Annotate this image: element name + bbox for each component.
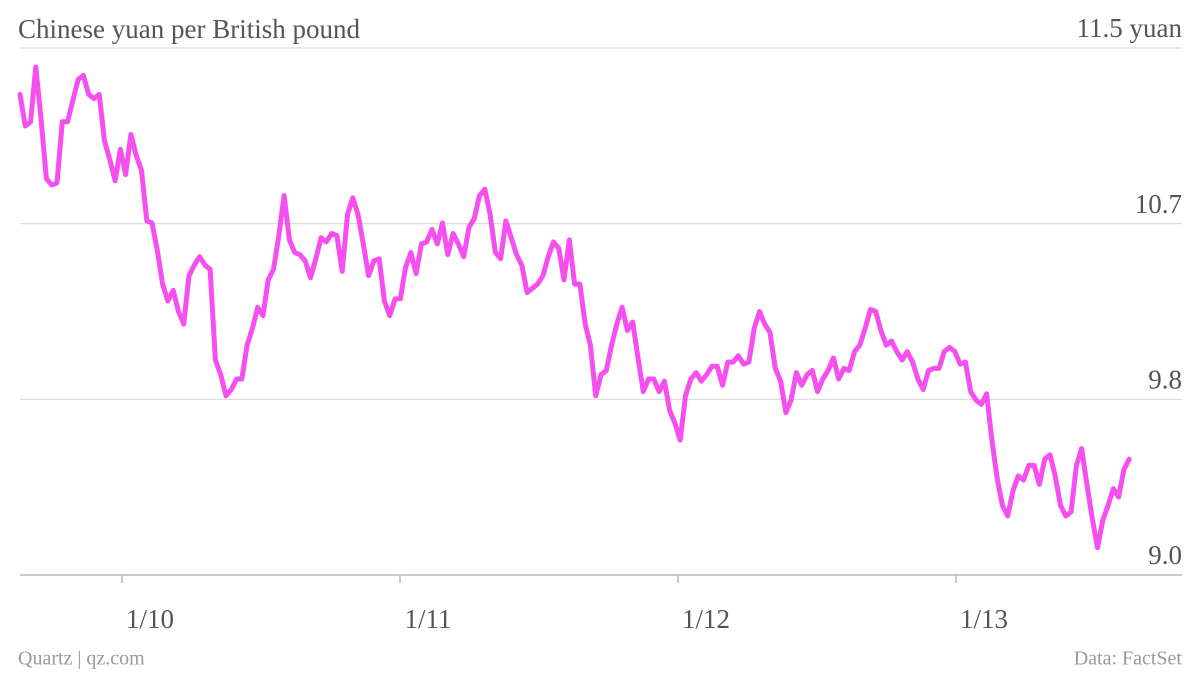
y-tick-label: 9.0	[1148, 540, 1182, 570]
x-tick-label: 1/13	[960, 604, 1008, 634]
chart-title: Chinese yuan per British pound	[18, 14, 360, 44]
y-tick-label: 10.7	[1135, 189, 1182, 219]
credit: Quartz | qz.com	[18, 648, 145, 670]
y-tick-label: 9.8	[1148, 365, 1182, 395]
y-tick-label: 11.5 yuan	[1077, 13, 1183, 43]
line	[17, 64, 1132, 551]
source: Data: FactSet	[1074, 648, 1183, 670]
x-tick-label: 1/11	[405, 604, 452, 634]
x-tick-label: 1/12	[682, 604, 730, 634]
x-tick-label: 1/10	[126, 604, 174, 634]
